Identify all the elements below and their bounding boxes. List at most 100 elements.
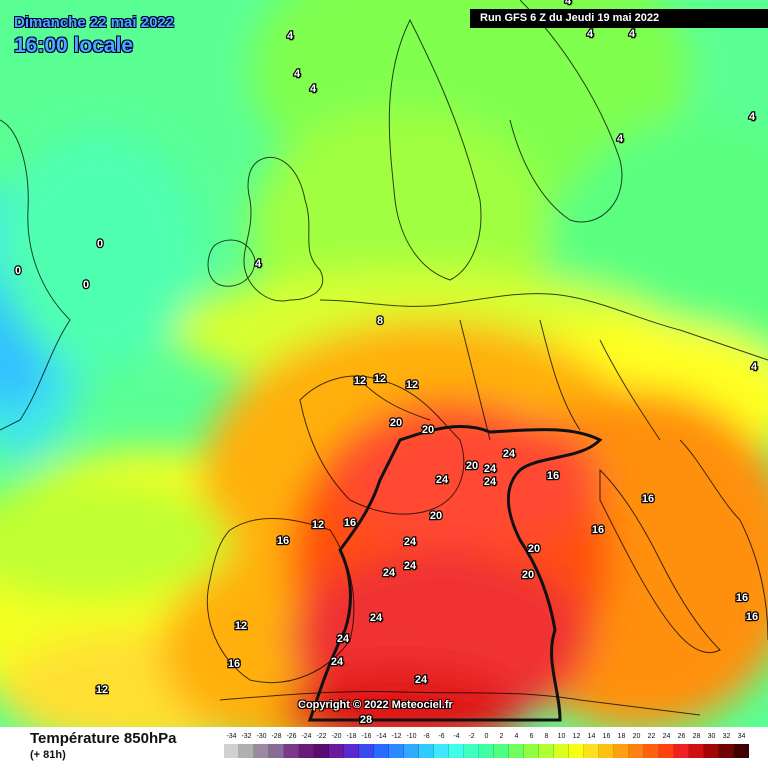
legend-tick-label: 10 [557, 733, 566, 740]
isotherm-value-label: 12 [374, 373, 386, 385]
isotherm-value-label: 4 [310, 83, 317, 95]
legend-swatch [674, 744, 689, 758]
isotherm-value-label: 0 [83, 279, 89, 291]
footer: Température 850hPa (+ 81h) -34 -32 -30 -28-… [0, 727, 768, 768]
legend-tick-label: 26 [677, 733, 686, 740]
isotherm-value-label: 4 [751, 361, 758, 373]
legend-tick-label: -14 [376, 733, 387, 740]
legend-tick-label: 32 [722, 733, 731, 740]
isotherm-value-label: 16 [228, 658, 240, 670]
legend-tick-label: 8 [544, 733, 549, 740]
isotherm-value-label: 4 [629, 28, 636, 40]
legend-tick-label: 16 [602, 733, 611, 740]
isotherm-value-label: 24 [404, 560, 417, 572]
isotherm-value-label: 12 [235, 620, 247, 632]
isotherm-value-label: 20 [466, 460, 478, 472]
run-info: Run GFS 6 Z du Jeudi 19 mai 2022 [470, 9, 768, 28]
legend-tick-label: 12 [572, 733, 581, 740]
isotherm-value-label: 12 [354, 375, 366, 387]
isotherm-value-label: 28 [360, 714, 372, 726]
isotherm-value-label: 12 [406, 379, 418, 391]
isotherm-value-label: 20 [430, 510, 442, 522]
isotherm-value-label: 24 [404, 536, 417, 548]
legend-ticks: -34 -32 -30 -28 -26 -24 -22 -20 -18 -16 -14 -12 -10-… [224, 733, 749, 744]
legend-tick-label: -10 [406, 733, 417, 740]
isotherm-value-label: 0 [97, 238, 103, 250]
legend-tick-label: 28 [692, 733, 701, 740]
isotherm-value-label: 24 [383, 567, 396, 579]
isotherm-value-label: 20 [528, 543, 540, 555]
isotherm-value-label: 24 [415, 674, 428, 686]
isotherm-value-label: 24 [436, 474, 449, 486]
legend-swatch [659, 744, 674, 758]
legend-swatch [329, 744, 344, 758]
legend-swatches [224, 744, 749, 758]
isotherm-value-label: 20 [522, 569, 534, 581]
legend-tick-label: -28 [271, 733, 282, 740]
isotherm-value-label: 16 [277, 535, 289, 547]
legend-tick-label: 2 [499, 733, 504, 740]
isotherm-value-label: 0 [15, 265, 21, 277]
legend-swatch [509, 744, 524, 758]
isotherm-value-label: 16 [736, 592, 748, 604]
legend-swatch [689, 744, 704, 758]
legend-swatch [464, 744, 479, 758]
legend-tick-label: 34 [737, 733, 746, 740]
isotherm-value-label: 20 [422, 424, 434, 436]
legend-tick-label: -18 [346, 733, 357, 740]
isotherm-value-label: 4 [617, 133, 624, 145]
legend-swatch [479, 744, 494, 758]
isotherm-value-label: 24 [503, 448, 516, 460]
isotherm-value-label: 24 [484, 463, 497, 475]
legend-swatch [299, 744, 314, 758]
isotherm-value-label: 24 [370, 612, 383, 624]
isotherm-value-label: 16 [642, 493, 654, 505]
legend-tick-label: 24 [662, 733, 671, 740]
copyright: Copyright © 2022 Meteociel.fr [298, 699, 453, 711]
isotherm-value-label: 4 [749, 111, 756, 123]
legend-swatch [434, 744, 449, 758]
legend-swatch [539, 744, 554, 758]
legend-tick-label: -8 [423, 733, 430, 740]
legend-swatch [494, 744, 509, 758]
legend-swatch [734, 744, 749, 758]
isotherm-value-label: 8 [377, 315, 383, 327]
temperature-map: 4 4 4 4 4 4 4 4 4 0 0 0 4 8 12 12 12 20 20 20 24 24 24 24 20 16 12… [0, 0, 768, 727]
isotherm-value-label: 24 [484, 476, 497, 488]
legend-swatch [314, 744, 329, 758]
legend-tick-label: 22 [647, 733, 656, 740]
color-legend: -34 -32 -30 -28 -26 -24 -22 -20 -18 -16 -14 -12 -10-… [224, 733, 749, 763]
legend-swatch [404, 744, 419, 758]
legend-swatch [389, 744, 404, 758]
legend-swatch [224, 744, 239, 758]
isotherm-value-label: 16 [746, 611, 758, 623]
legend-swatch [644, 744, 659, 758]
legend-swatch [599, 744, 614, 758]
isotherm-value-label: 4 [587, 28, 594, 40]
isotherm-value-label: 4 [255, 258, 262, 270]
legend-tick-label: 30 [707, 733, 716, 740]
legend-tick-label: -30 [256, 733, 267, 740]
coastlines [0, 0, 768, 716]
legend-swatch [704, 744, 719, 758]
legend-swatch [569, 744, 584, 758]
isotherm-value-label: 16 [547, 470, 559, 482]
legend-swatch [584, 744, 599, 758]
legend-tick-label: 4 [514, 733, 519, 740]
isotherm-value-label: 16 [344, 517, 356, 529]
legend-tick-label: -6 [438, 733, 445, 740]
legend-tick-label: 18 [617, 733, 626, 740]
legend-swatch [269, 744, 284, 758]
legend-tick-label: -26 [286, 733, 297, 740]
isotherm-24 [307, 425, 603, 722]
legend-swatch [524, 744, 539, 758]
isotherm-value-label: 4 [294, 68, 301, 80]
legend-tick-label: -12 [391, 733, 402, 740]
legend-tick-label: -4 [453, 733, 460, 740]
forecast-time: 16:00 locale [14, 34, 134, 57]
legend-tick-label: 14 [587, 733, 596, 740]
legend-swatch [629, 744, 644, 758]
legend-tick-label: 0 [484, 733, 489, 740]
